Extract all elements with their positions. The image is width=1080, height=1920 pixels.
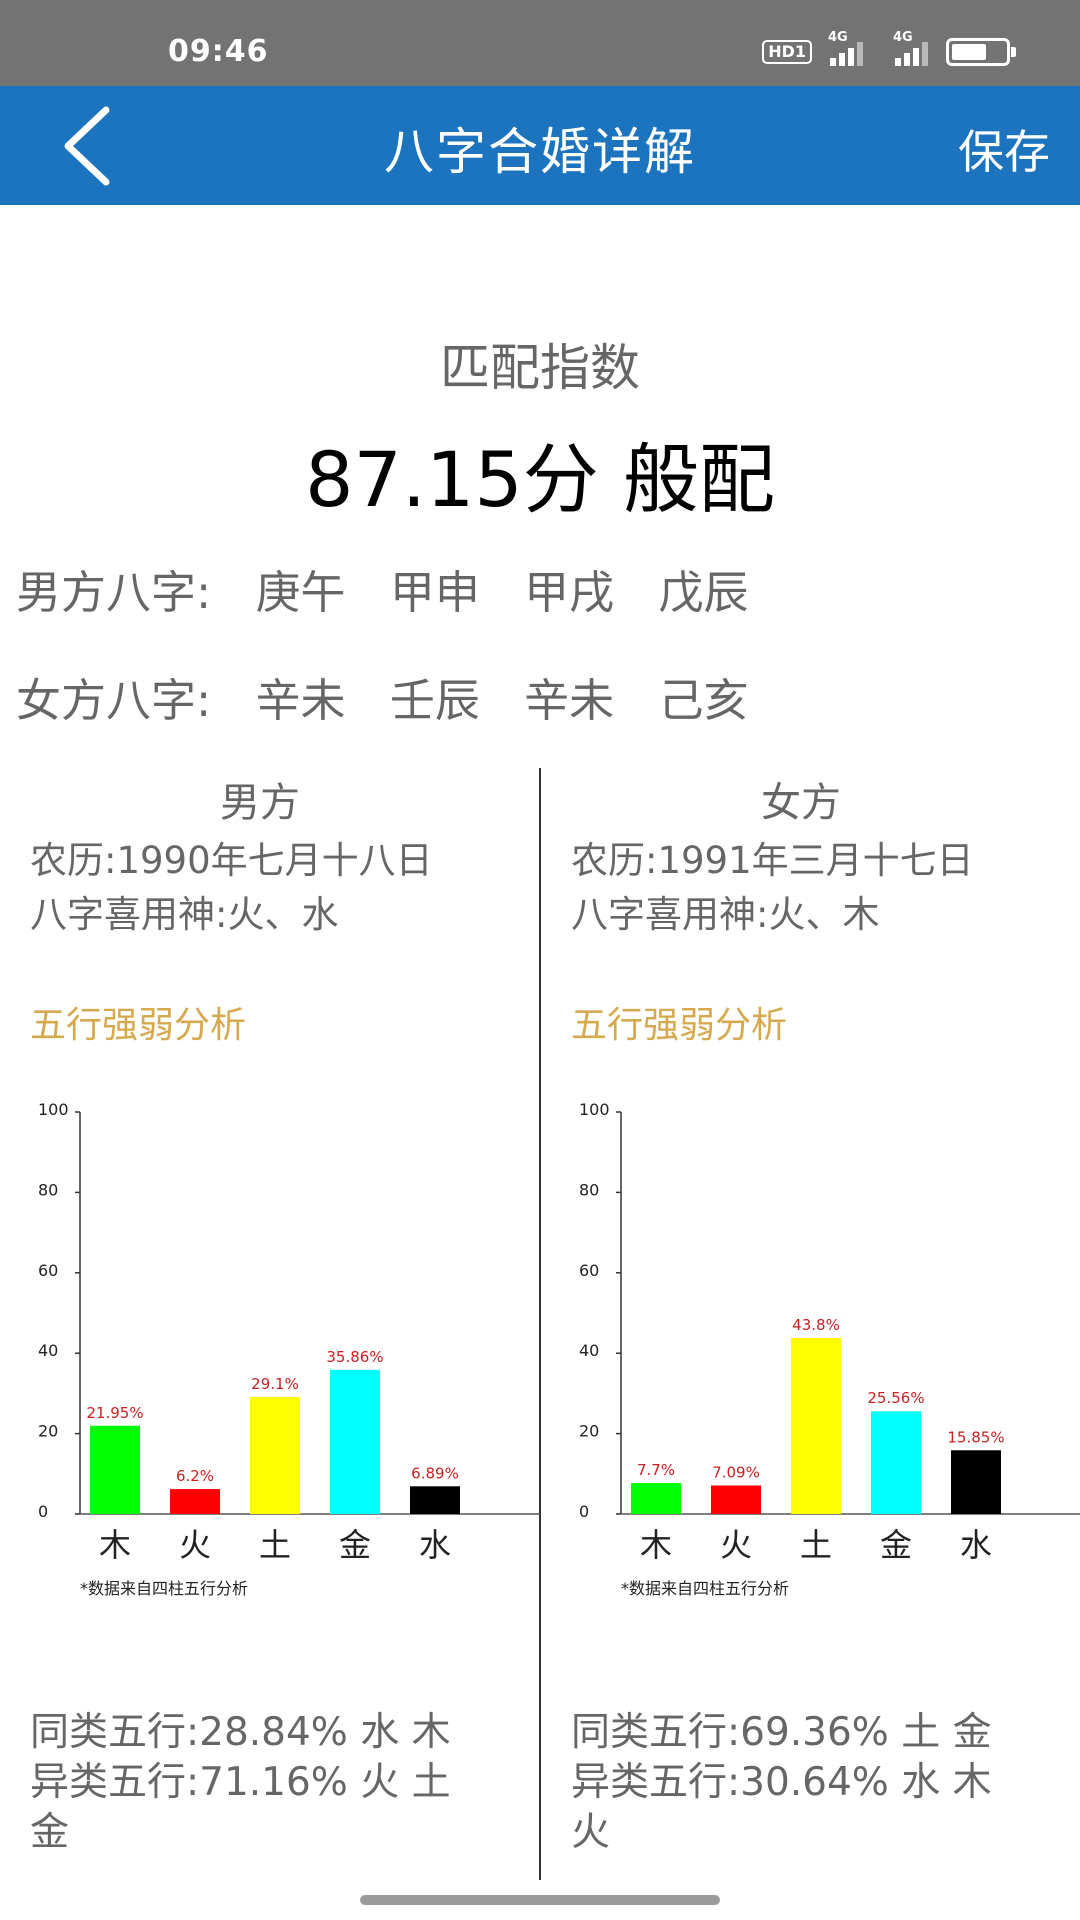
y-tick-label: 60 bbox=[579, 1261, 599, 1280]
category-label: 火 bbox=[720, 1526, 752, 1564]
category-label: 土 bbox=[259, 1526, 291, 1564]
category-label: 金 bbox=[880, 1526, 912, 1564]
status-icons: HD1 4G 4G bbox=[762, 30, 1016, 66]
male-lunar-date: 农历:1990年七月十八日 bbox=[30, 839, 433, 882]
data-label: 15.85% bbox=[947, 1428, 1004, 1446]
gesture-nav-bar[interactable] bbox=[360, 1895, 720, 1905]
female-xiyong: 八字喜用神:火、木 bbox=[571, 893, 880, 936]
female-pillar-year: 辛未 bbox=[255, 674, 346, 727]
female-heading: 女方 bbox=[761, 780, 841, 826]
bar-0 bbox=[631, 1483, 681, 1514]
bar-3 bbox=[330, 1369, 380, 1514]
male-same-type: 同类五行:28.84% 水 木 bbox=[30, 1710, 451, 1755]
y-tick-label: 40 bbox=[38, 1341, 58, 1360]
female-diff-type: 异类五行:30.64% 水 木 bbox=[571, 1760, 992, 1805]
category-label: 土 bbox=[800, 1526, 832, 1564]
back-button[interactable] bbox=[50, 104, 130, 188]
category-label: 水 bbox=[419, 1526, 451, 1564]
male-heading: 男方 bbox=[220, 780, 300, 826]
y-tick-label: 20 bbox=[38, 1422, 58, 1441]
y-tick-label: 80 bbox=[579, 1180, 599, 1199]
bar-3 bbox=[871, 1411, 921, 1514]
y-tick-label: 100 bbox=[38, 1100, 69, 1119]
male-bazi-label: 男方八字: bbox=[16, 566, 212, 619]
category-label: 火 bbox=[179, 1526, 211, 1564]
data-label: 43.8% bbox=[792, 1316, 840, 1334]
female-summary: 同类五行:69.36% 土 金 异类五行:30.64% 水 木 火 bbox=[571, 1708, 1080, 1858]
female-same-type: 同类五行:69.36% 土 金 bbox=[571, 1710, 992, 1755]
save-button[interactable]: 保存 bbox=[958, 125, 1050, 179]
app-bar: 八字合婚详解 保存 bbox=[0, 86, 1080, 205]
bar-4 bbox=[410, 1486, 460, 1514]
male-pillar-month: 甲申 bbox=[389, 566, 480, 619]
chart-footnote: *数据来自四柱五行分析 bbox=[621, 1579, 789, 1598]
chart-footnote: *数据来自四柱五行分析 bbox=[80, 1579, 248, 1598]
data-label: 25.56% bbox=[867, 1389, 924, 1407]
male-diff-type-cont: 金 bbox=[30, 1810, 70, 1855]
page-title: 八字合婚详解 bbox=[384, 123, 696, 181]
y-tick-label: 40 bbox=[579, 1341, 599, 1360]
y-tick-label: 100 bbox=[579, 1100, 610, 1119]
category-label: 金 bbox=[339, 1526, 371, 1564]
female-bazi-label: 女方八字: bbox=[16, 674, 212, 727]
male-column: 男方 农历:1990年七月十八日 八字喜用神:火、水 五行强弱分析 bbox=[0, 768, 520, 1048]
male-pillar-hour: 戊辰 bbox=[658, 566, 749, 619]
hd-icon: HD1 bbox=[762, 40, 812, 64]
bar-1 bbox=[170, 1489, 220, 1514]
column-divider bbox=[539, 768, 541, 1880]
bar-0 bbox=[90, 1425, 140, 1514]
category-label: 木 bbox=[640, 1526, 672, 1564]
bar-4 bbox=[951, 1450, 1001, 1514]
clock: 09:46 bbox=[168, 34, 269, 69]
male-xiyong: 八字喜用神:火、水 bbox=[30, 893, 339, 936]
y-tick-label: 20 bbox=[579, 1422, 599, 1441]
data-label: 7.7% bbox=[637, 1461, 675, 1479]
female-wuxing-chart: 0 20 40 60 80 100 7.7% 木 7.09% 火 43.8% 土 25.56% 金 15.8… bbox=[541, 1090, 1080, 1610]
match-index-label: 匹配指数 bbox=[440, 339, 640, 397]
female-section-title: 五行强弱分析 bbox=[571, 1005, 788, 1046]
female-bazi-row: 女方八字: 辛未 壬辰 辛未 己亥 bbox=[16, 664, 748, 729]
male-bazi-row: 男方八字: 庚午 甲申 甲戌 戊辰 bbox=[16, 556, 748, 621]
bar-2 bbox=[250, 1397, 300, 1514]
male-pillar-year: 庚午 bbox=[255, 566, 346, 619]
male-diff-type: 异类五行:71.16% 火 土 bbox=[30, 1760, 451, 1805]
signal-icon-2: 4G bbox=[893, 30, 928, 66]
y-tick-label: 80 bbox=[38, 1180, 58, 1199]
data-label: 35.86% bbox=[326, 1348, 383, 1366]
chevron-left-icon bbox=[64, 106, 110, 186]
bar-2 bbox=[791, 1337, 841, 1514]
category-label: 水 bbox=[960, 1526, 992, 1564]
data-label: 21.95% bbox=[86, 1404, 143, 1422]
data-label: 29.1% bbox=[251, 1375, 299, 1393]
female-lunar-date: 农历:1991年三月十七日 bbox=[571, 839, 974, 882]
battery-icon bbox=[946, 38, 1016, 66]
female-pillar-day: 辛未 bbox=[524, 674, 615, 727]
female-pillar-month: 壬辰 bbox=[389, 674, 480, 727]
category-label: 木 bbox=[99, 1526, 131, 1564]
y-tick-label: 0 bbox=[38, 1502, 48, 1521]
male-section-title: 五行强弱分析 bbox=[30, 1005, 247, 1046]
female-diff-type-cont: 火 bbox=[571, 1810, 611, 1855]
bar-1 bbox=[711, 1485, 761, 1514]
data-label: 6.2% bbox=[176, 1467, 214, 1485]
data-label: 7.09% bbox=[712, 1463, 760, 1481]
male-pillar-day: 甲戌 bbox=[524, 566, 615, 619]
signal-icon-1: 4G bbox=[828, 30, 863, 66]
y-tick-label: 60 bbox=[38, 1261, 58, 1280]
female-pillar-hour: 己亥 bbox=[658, 674, 749, 727]
male-summary: 同类五行:28.84% 水 木 异类五行:71.16% 火 土 金 bbox=[30, 1708, 560, 1858]
status-bar: 09:46 HD1 4G 4G bbox=[0, 0, 1080, 86]
y-tick-label: 0 bbox=[579, 1502, 589, 1521]
female-column: 女方 农历:1991年三月十七日 八字喜用神:火、木 五行强弱分析 bbox=[541, 768, 1061, 1048]
match-index-value: 87.15分 般配 bbox=[305, 435, 775, 524]
data-label: 6.89% bbox=[411, 1464, 459, 1482]
male-wuxing-chart: 0 20 40 60 80 100 21.95% 木 6.2% 火 29.1% 土 35.86% 金 6.8… bbox=[0, 1090, 540, 1610]
